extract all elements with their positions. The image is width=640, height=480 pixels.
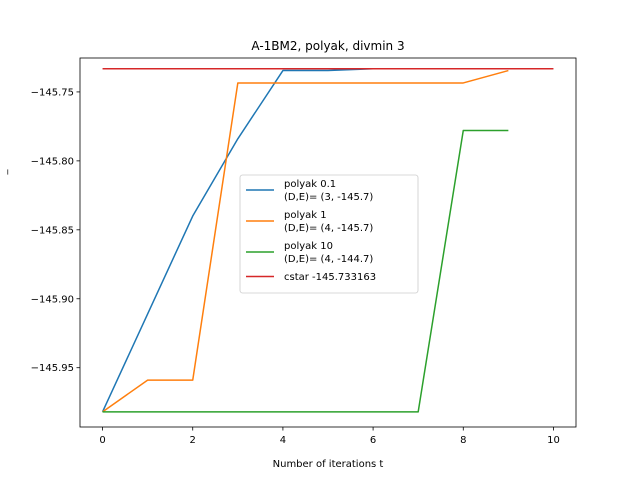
plot-area [79,57,577,428]
x-tick-label: 6 [370,435,376,446]
x-tick-label: 0 [99,435,105,446]
y-axis-label: _ [0,169,9,176]
series-line-2 [102,129,509,413]
x-axis-label: Number of iterations t [273,459,384,470]
legend-label-2: polyak 10 [284,241,333,252]
legend-label-3: cstar -145.733163 [284,272,376,283]
legend-label-1: (D,E)= (4, -145.7) [284,223,373,234]
x-tick-label: 10 [547,435,560,446]
x-axis: 0 2 4 6 8 10 [99,427,560,446]
y-axis: −145.95 −145.90 −145.85 −145.80 −145.75 [31,87,80,374]
legend-label-1: polyak 1 [284,210,327,221]
legend-box [239,174,419,294]
x-tick-label: 4 [280,435,286,446]
y-tick-label: −145.90 [31,294,74,305]
series-line-0 [101,68,374,413]
legend: polyak 0.1 (D,E)= (3, -145.7) polyak 1 (D,E… [239,174,419,294]
legend-label-0: polyak 0.1 [284,179,336,190]
series-line-1 [102,69,509,413]
y-tick-label: −145.80 [31,156,74,167]
legend-label-2: (D,E)= (4, -144.7) [284,254,373,265]
legend-label-0: (D,E)= (3, -145.7) [284,192,373,203]
y-tick-label: −145.95 [31,363,74,374]
y-tick-label: −145.75 [31,87,74,98]
plot-frame [79,57,577,428]
y-tick-label: −145.85 [31,225,74,236]
x-tick-label: 2 [190,435,196,446]
x-tick-label: 8 [460,435,466,446]
chart-title: A-1BM2, polyak, divmin 3 [251,39,404,53]
